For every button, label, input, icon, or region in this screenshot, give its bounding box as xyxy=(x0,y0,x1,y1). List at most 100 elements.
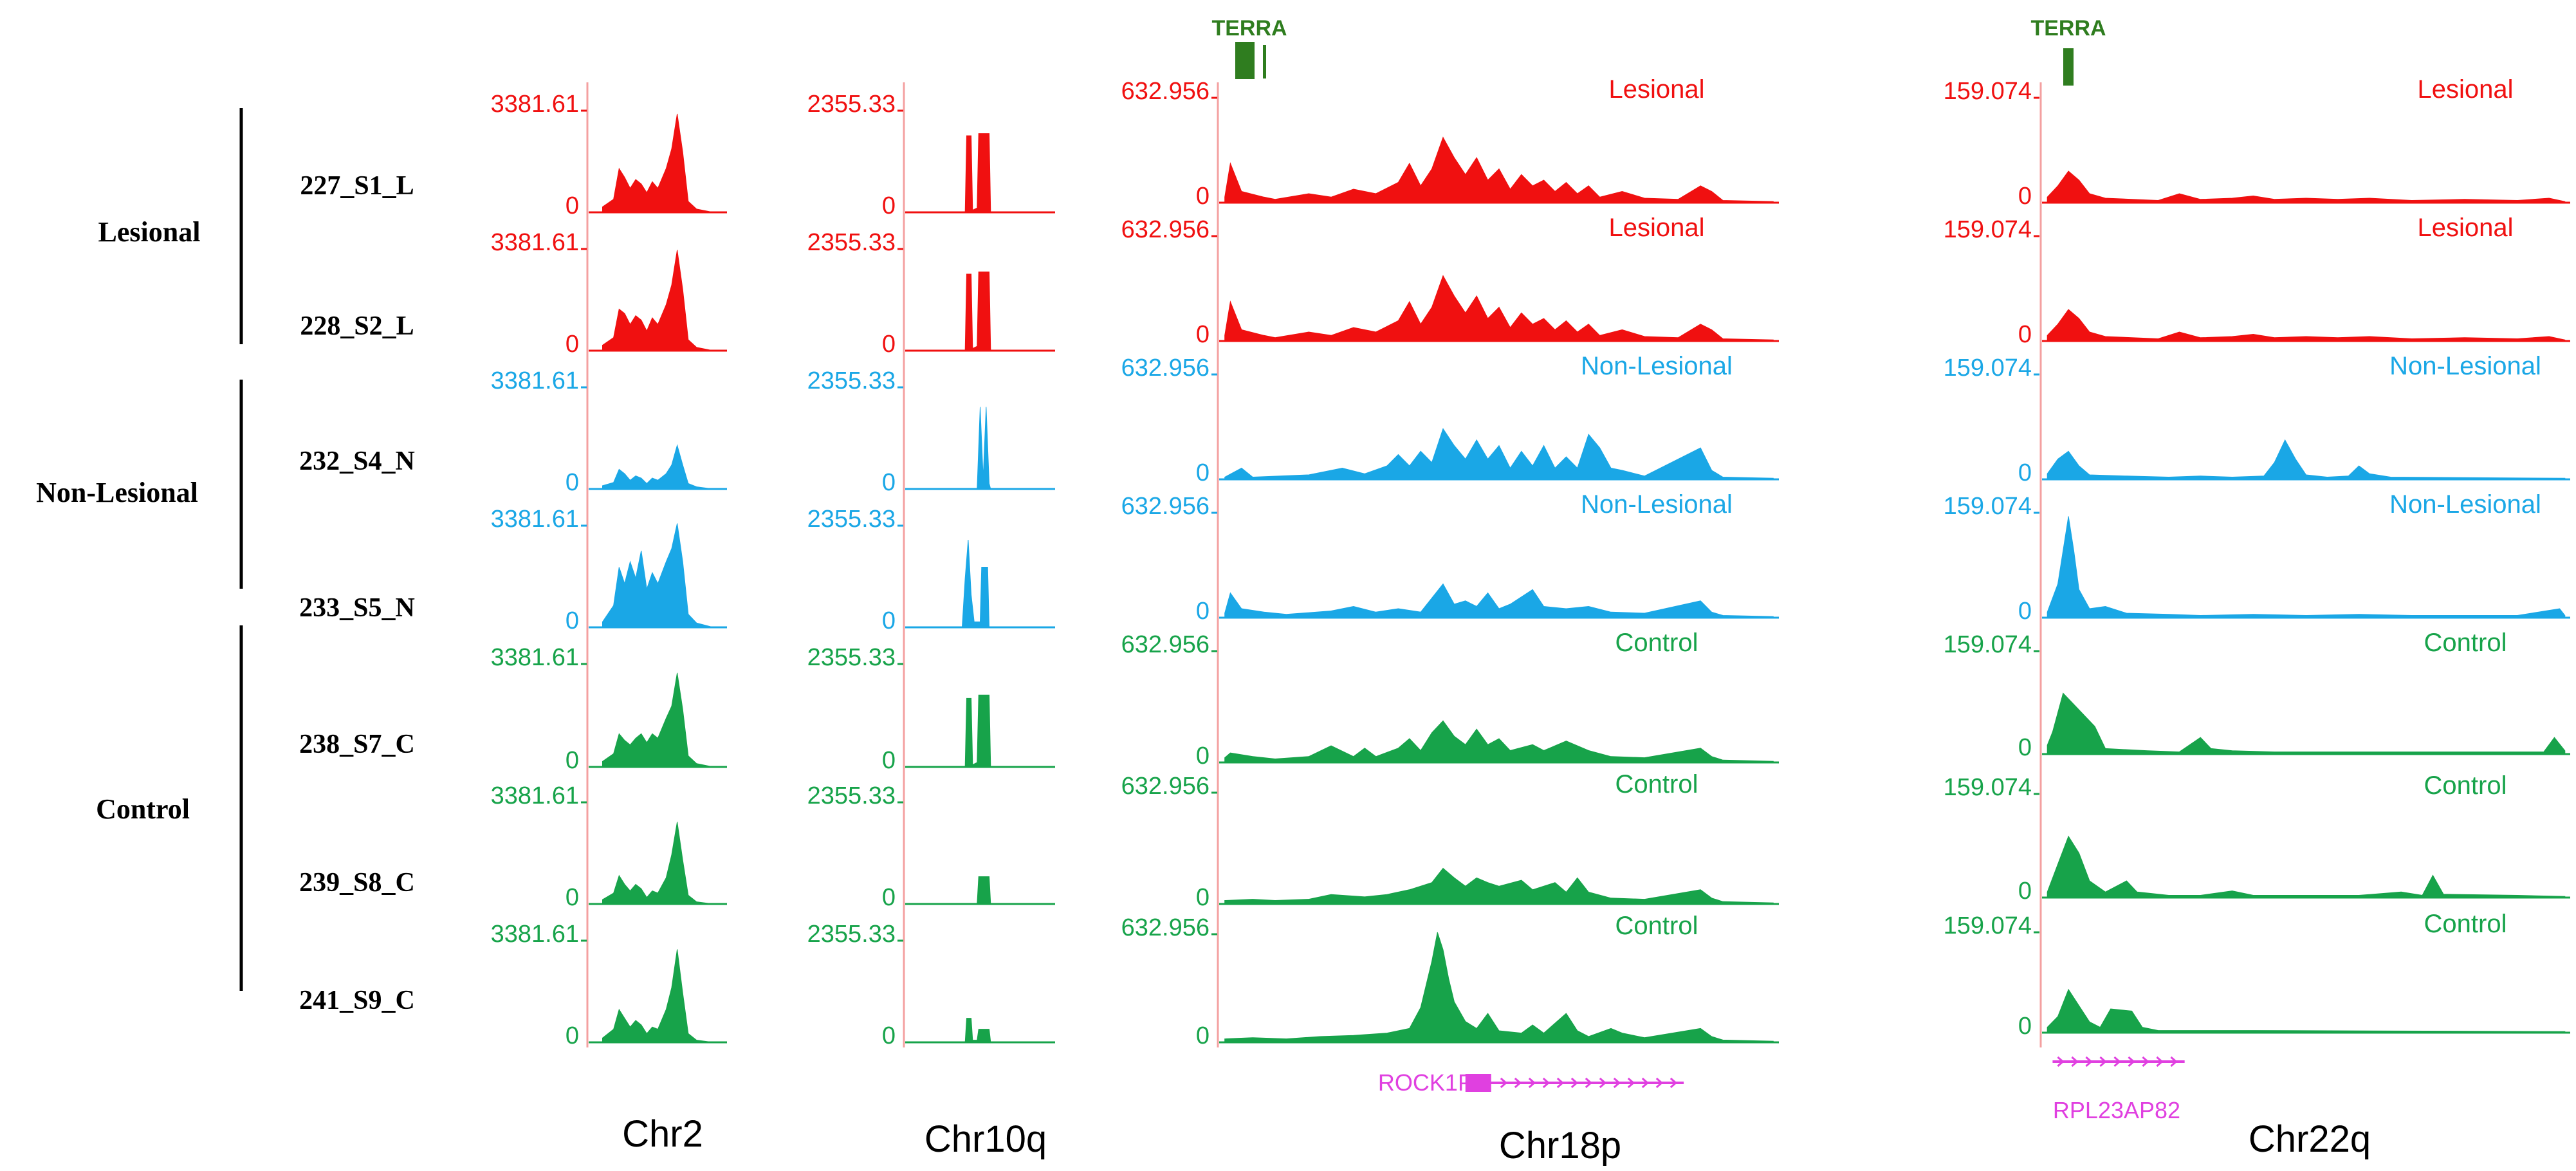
y-tick-label-min: 0 xyxy=(566,469,579,496)
y-tick-label-max: 159.074 xyxy=(1944,355,2032,382)
panel-chr22q: TERRA RPL23AP82 Chr22q 159.0740Lesional1… xyxy=(1944,16,2570,1160)
y-tick-label-max: 632.956 xyxy=(1121,773,1210,800)
y-tick-label-max: 2355.33 xyxy=(807,506,896,533)
y-tick-label-min: 0 xyxy=(2018,878,2032,905)
track-238_S7_C: 3381.61 0 xyxy=(491,644,727,774)
y-tick-label-max: 632.956 xyxy=(1121,216,1210,243)
track-227_S1_L: 632.956 0 Lesional xyxy=(1121,75,1779,210)
signal-area xyxy=(977,407,991,490)
signal-area xyxy=(2047,835,2566,898)
track-condition-label: Non-Lesional xyxy=(1581,352,1733,380)
track-239_S8_C: 3381.61 0 xyxy=(491,782,727,911)
track-condition-label: Non-Lesional xyxy=(2389,352,2541,380)
y-tick-label-max: 159.074 xyxy=(1944,78,2032,105)
y-tick-label-min: 0 xyxy=(882,747,896,774)
track-228_S2_L: 3381.61 0 xyxy=(491,229,727,358)
signal-area xyxy=(2047,516,2566,618)
signal-area xyxy=(2047,439,2566,480)
track-238_S7_C: 632.956 0 Control xyxy=(1121,629,1779,770)
track-232_S4_N: 2355.33 0 xyxy=(807,367,1055,496)
y-tick-label-max: 3381.61 xyxy=(491,782,579,809)
y-tick-label-min: 0 xyxy=(1196,459,1210,486)
signal-area xyxy=(2047,171,2566,203)
signal-area xyxy=(2047,988,2566,1033)
track-condition-label: Lesional xyxy=(2417,214,2513,242)
signal-area xyxy=(2047,692,2566,755)
signal-area xyxy=(977,876,991,905)
y-tick-label-min: 0 xyxy=(1196,742,1210,770)
track-233_S5_N: 159.074 0 Non-Lesional xyxy=(1944,490,2570,625)
signal-area xyxy=(1224,275,1774,342)
y-tick-label-max: 3381.61 xyxy=(491,229,579,256)
track-239_S8_C: 159.074 0 Control xyxy=(1944,771,2570,905)
signal-area xyxy=(602,444,713,490)
signal-area xyxy=(1224,136,1774,203)
strand-arrow xyxy=(1641,1077,1650,1089)
y-tick-label-max: 2355.33 xyxy=(807,782,896,809)
panel-chr18p: TERRA ROCK1P1 Chr18p 632.9560Lesional632… xyxy=(1121,16,1779,1166)
strand-arrow xyxy=(2156,1056,2164,1067)
track-241_S9_C: 3381.61 0 xyxy=(491,921,727,1049)
gene-track xyxy=(1465,1074,1684,1092)
y-tick-label-min: 0 xyxy=(566,192,579,219)
sample-label: 228_S2_L xyxy=(300,311,414,341)
track-233_S5_N: 2355.33 0 xyxy=(807,506,1055,634)
panel-chr10q: Chr10q 2355.3302355.3302355.3302355.3302… xyxy=(807,82,1055,1160)
y-tick-label-min: 0 xyxy=(882,331,896,358)
y-tick-label-max: 2355.33 xyxy=(807,921,896,948)
y-tick-label-min: 0 xyxy=(1196,183,1210,210)
track-232_S4_N: 632.956 0 Non-Lesional xyxy=(1121,352,1779,486)
tracks: 3381.61 0 3381.61 0 3381.61 0 3381.61 0 3381.61 0… xyxy=(491,91,727,1049)
track-condition-label: Non-Lesional xyxy=(1581,490,1733,519)
track-condition-label: Lesional xyxy=(1608,214,1704,242)
signal-area xyxy=(964,133,991,213)
strand-arrow xyxy=(2113,1056,2121,1067)
panel-chr2: Chr2 3381.6103381.6103381.6103381.610338… xyxy=(491,82,727,1155)
signal-area xyxy=(964,272,991,351)
y-tick-label-max: 632.956 xyxy=(1121,78,1210,105)
tracks: 2355.33 0 2355.33 0 2355.33 0 2355.33 0 2355.33 0… xyxy=(807,91,1055,1049)
signal-area xyxy=(1224,867,1774,905)
terra-marker xyxy=(1235,42,1255,79)
panel-title: Chr18p xyxy=(1499,1125,1621,1166)
strand-arrow xyxy=(2057,1056,2065,1067)
terra-label: TERRA xyxy=(2030,16,2106,41)
signal-area xyxy=(602,523,713,628)
y-tick-label-min: 0 xyxy=(2018,598,2032,625)
sample-label: 232_S4_N xyxy=(299,447,415,476)
strand-arrow xyxy=(1500,1077,1508,1089)
strand-arrow xyxy=(1585,1077,1593,1089)
strand-arrow xyxy=(1528,1077,1536,1089)
y-tick-label-min: 0 xyxy=(1196,321,1210,348)
y-tick-label-max: 3381.61 xyxy=(491,91,579,118)
terra-label: TERRA xyxy=(1211,16,1287,41)
strand-arrow xyxy=(1670,1077,1678,1089)
group-label-nonlesional: Non-Lesional xyxy=(36,477,198,508)
track-227_S1_L: 3381.61 0 xyxy=(491,91,727,219)
track-228_S2_L: 2355.33 0 xyxy=(807,229,1055,358)
track-227_S1_L: 159.074 0 Lesional xyxy=(1944,75,2570,210)
track-condition-label: Control xyxy=(1615,912,1698,940)
terra-marker xyxy=(2063,48,2074,86)
track-233_S5_N: 3381.61 0 xyxy=(491,506,727,634)
sample-label: 233_S5_N xyxy=(299,593,415,623)
y-tick-label-min: 0 xyxy=(882,884,896,911)
signal-area xyxy=(602,250,713,351)
y-tick-label-max: 159.074 xyxy=(1944,493,2032,520)
strand-arrow xyxy=(1514,1077,1522,1089)
sample-labels: 227_S1_L 228_S2_L 232_S4_N 233_S5_N 238_… xyxy=(299,171,415,1015)
y-tick-label-min: 0 xyxy=(1196,884,1210,911)
strand-arrow xyxy=(2170,1056,2178,1067)
strand-arrow xyxy=(1556,1077,1565,1089)
group-label-control: Control xyxy=(96,793,190,825)
sample-label: 227_S1_L xyxy=(300,171,414,201)
track-condition-label: Control xyxy=(2424,629,2507,657)
panel-title: Chr10q xyxy=(925,1118,1047,1160)
track-227_S1_L: 2355.33 0 xyxy=(807,91,1055,219)
strand-arrow xyxy=(1542,1077,1550,1089)
y-tick-label-min: 0 xyxy=(882,607,896,634)
y-tick-label-min: 0 xyxy=(2018,459,2032,486)
group-label-lesional: Lesional xyxy=(98,216,201,248)
track-condition-label: Lesional xyxy=(2417,75,2513,104)
